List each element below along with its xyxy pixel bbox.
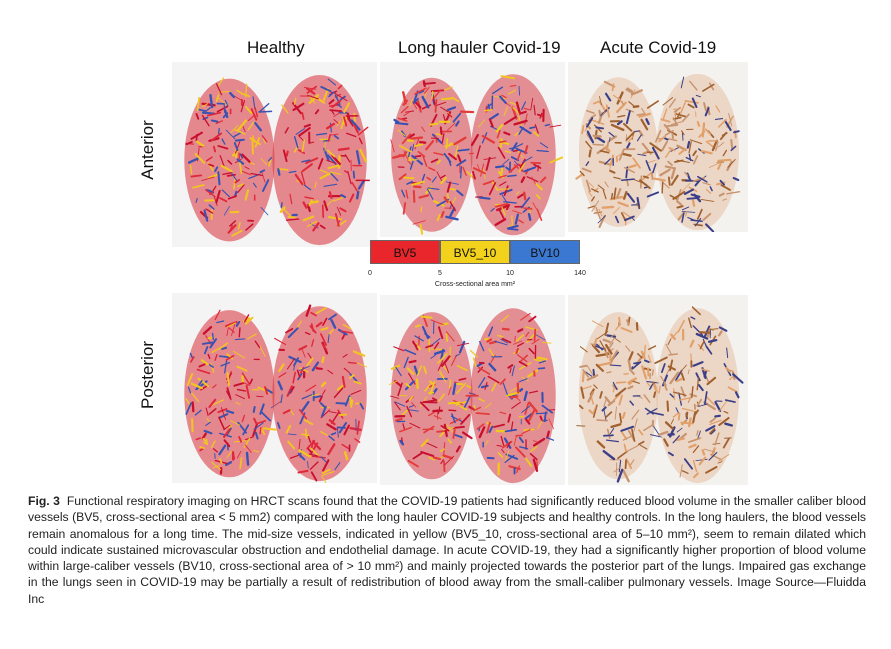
- legend-segment-bv10: BV10: [510, 240, 580, 264]
- legend-segment-bv5: BV5: [370, 240, 440, 264]
- lung-image-acute-posterior: [568, 295, 748, 485]
- left-lung-shape: [649, 73, 741, 232]
- figure-caption: Fig. 3 Functional respiratory imaging on…: [28, 493, 866, 607]
- figure-caption-text: Functional respiratory imaging on HRCT s…: [28, 494, 866, 606]
- legend-segment-bv5-10: BV5_10: [440, 240, 510, 264]
- right-lung-shape: [184, 309, 281, 478]
- lung-illustration: [172, 293, 377, 483]
- lung-image-longhauler-posterior: [380, 295, 565, 485]
- right-lung-shape: [576, 312, 663, 483]
- column-title-acute: Acute Covid-19: [600, 38, 717, 57]
- lung-illustration: [380, 295, 565, 485]
- lung-illustration: [380, 62, 565, 237]
- legend-color-bar: BV5 BV5_10 BV10: [370, 240, 580, 266]
- lung-illustration: [568, 295, 748, 485]
- right-lung-shape: [390, 77, 475, 235]
- legend-tick-140: 140: [574, 270, 586, 277]
- left-lung-shape: [272, 304, 368, 483]
- left-lung-shape: [469, 308, 556, 484]
- lung-image-healthy-anterior: [172, 62, 377, 247]
- lung-image-healthy-posterior: [172, 293, 377, 483]
- left-lung-shape: [649, 306, 744, 484]
- right-lung-shape: [184, 77, 275, 242]
- lung-image-acute-anterior: [568, 62, 748, 232]
- figure-label: Fig. 3: [28, 494, 60, 508]
- legend-tick-0: 0: [368, 270, 372, 277]
- left-lung-shape: [272, 74, 370, 246]
- lung-illustration: [172, 62, 377, 247]
- legend-tick-10: 10: [506, 270, 514, 277]
- right-lung-shape: [575, 77, 660, 228]
- lung-image-longhauler-anterior: [380, 62, 565, 237]
- legend-axis-label: Cross-sectional area mm²: [434, 281, 516, 288]
- column-title-long-hauler: Long hauler Covid-19: [398, 38, 561, 57]
- left-lung-shape: [468, 74, 564, 236]
- lung-illustration: [568, 62, 748, 232]
- column-title-healthy: Healthy: [247, 38, 305, 57]
- legend-tick-5: 5: [438, 270, 442, 277]
- row-label-anterior: Anterior: [137, 120, 157, 180]
- right-lung-shape: [388, 312, 479, 480]
- row-label-posterior: Posterior: [138, 340, 158, 410]
